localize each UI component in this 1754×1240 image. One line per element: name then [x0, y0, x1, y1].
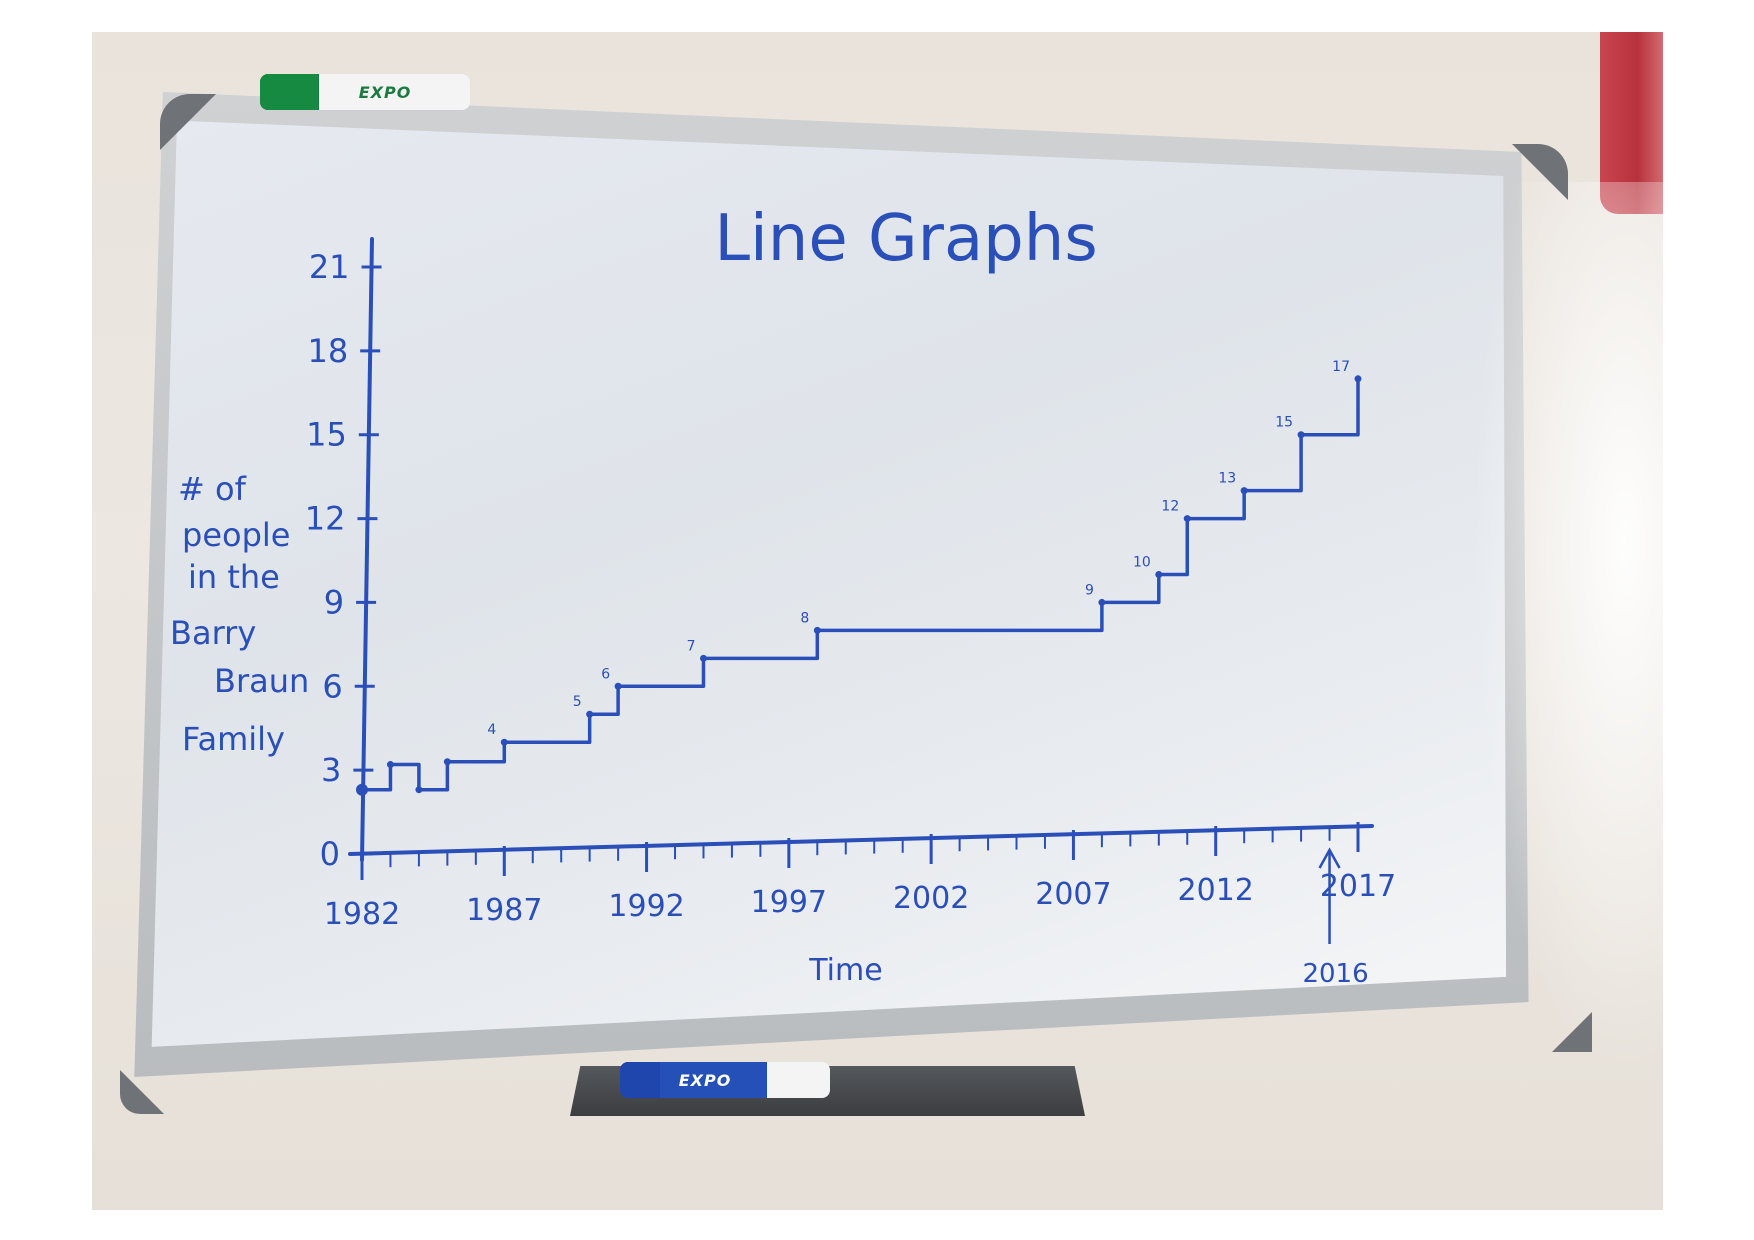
data-label: 5 — [573, 694, 582, 710]
data-point — [443, 758, 451, 766]
y-tick-label-18: 18 — [307, 332, 348, 370]
data-label: 9 — [1085, 582, 1094, 598]
data-point — [1098, 598, 1106, 606]
x-tick-label-2002: 2002 — [893, 881, 969, 916]
y-axis-label-line: in the — [188, 558, 280, 596]
y-tick-label-6: 6 — [322, 667, 342, 705]
annotation-label: 2016 — [1302, 959, 1368, 989]
data-label: 10 — [1133, 554, 1151, 570]
x-axis-label: Time — [808, 953, 882, 988]
data-label: 6 — [601, 666, 610, 682]
y-axis-label-line: people — [182, 516, 290, 554]
data-label: 8 — [800, 610, 809, 626]
y-tick-label-9: 9 — [324, 583, 344, 621]
y-axis-label-line: Braun — [214, 662, 309, 700]
x-tick-label-1992: 1992 — [608, 889, 684, 924]
blue-marker-icon: EXPO — [620, 1062, 830, 1098]
family-size-step-line — [362, 378, 1360, 792]
data-point — [699, 654, 707, 662]
green-marker-brand: EXPO — [358, 82, 412, 102]
data-point — [586, 710, 594, 718]
y-axis-line — [360, 237, 374, 862]
light-glare — [1472, 182, 1663, 1082]
data-label: 17 — [1332, 359, 1350, 375]
x-tick-label-2017: 2017 — [1320, 869, 1396, 904]
chart-series: 4 5 6 7 8 9 10 12 13 15 17 — [356, 359, 1362, 796]
x-tick-label-1987: 1987 — [466, 893, 542, 928]
x-tick-label-2012: 2012 — [1178, 873, 1254, 908]
whiteboard-surface — [151, 120, 1507, 1047]
chart-title: Line Graphs — [714, 202, 1097, 276]
y-tick-label-3: 3 — [321, 751, 341, 789]
x-axis-line — [348, 824, 1374, 856]
data-label: 4 — [487, 722, 496, 738]
data-label: 15 — [1275, 415, 1293, 431]
y-axis-label-line: Family — [182, 720, 285, 758]
data-label: 7 — [687, 638, 696, 654]
data-point — [356, 783, 368, 796]
data-point — [386, 761, 394, 769]
y-tick-label-0: 0 — [320, 835, 340, 873]
data-point — [415, 786, 423, 794]
y-axis-label-line: Barry — [170, 614, 256, 652]
x-tick-label-1997: 1997 — [751, 885, 827, 920]
y-tick-label-12: 12 — [305, 500, 346, 538]
data-label: 13 — [1218, 471, 1236, 487]
chart-annotation: 2016 — [1302, 847, 1369, 989]
y-axis-label: # of people in the Barry Braun Family — [170, 470, 309, 758]
whiteboard-photo: EXPO EXPO Line Graphs # of people in the Ba… — [92, 32, 1663, 1210]
data-point — [813, 626, 821, 634]
data-point — [1183, 515, 1191, 523]
green-marker-icon: EXPO — [260, 74, 470, 110]
data-point — [614, 682, 622, 690]
chart-axes — [348, 237, 1374, 862]
y-axis-label-line: # of — [178, 470, 247, 508]
data-point — [1155, 570, 1163, 578]
blue-marker-brand: EXPO — [678, 1070, 732, 1090]
data-point — [1240, 487, 1248, 495]
y-tick-label-21: 21 — [309, 248, 350, 286]
data-point — [500, 738, 508, 746]
data-point — [1297, 431, 1305, 439]
data-point — [1354, 375, 1362, 383]
x-tick-label-1982: 1982 — [324, 897, 400, 932]
annotation-arrowhead — [1318, 847, 1341, 869]
x-tick-label-2007: 2007 — [1035, 877, 1111, 912]
y-tick-label-15: 15 — [306, 416, 347, 454]
chart-ticks: 0 3 6 9 12 15 18 21 1982 1987 1992 1997 2002 2007 2012… — [305, 248, 1396, 932]
data-label: 12 — [1161, 499, 1179, 515]
hand-drawn-line-graph: Line Graphs # of people in the Barry Braun Fa… — [170, 202, 1396, 989]
